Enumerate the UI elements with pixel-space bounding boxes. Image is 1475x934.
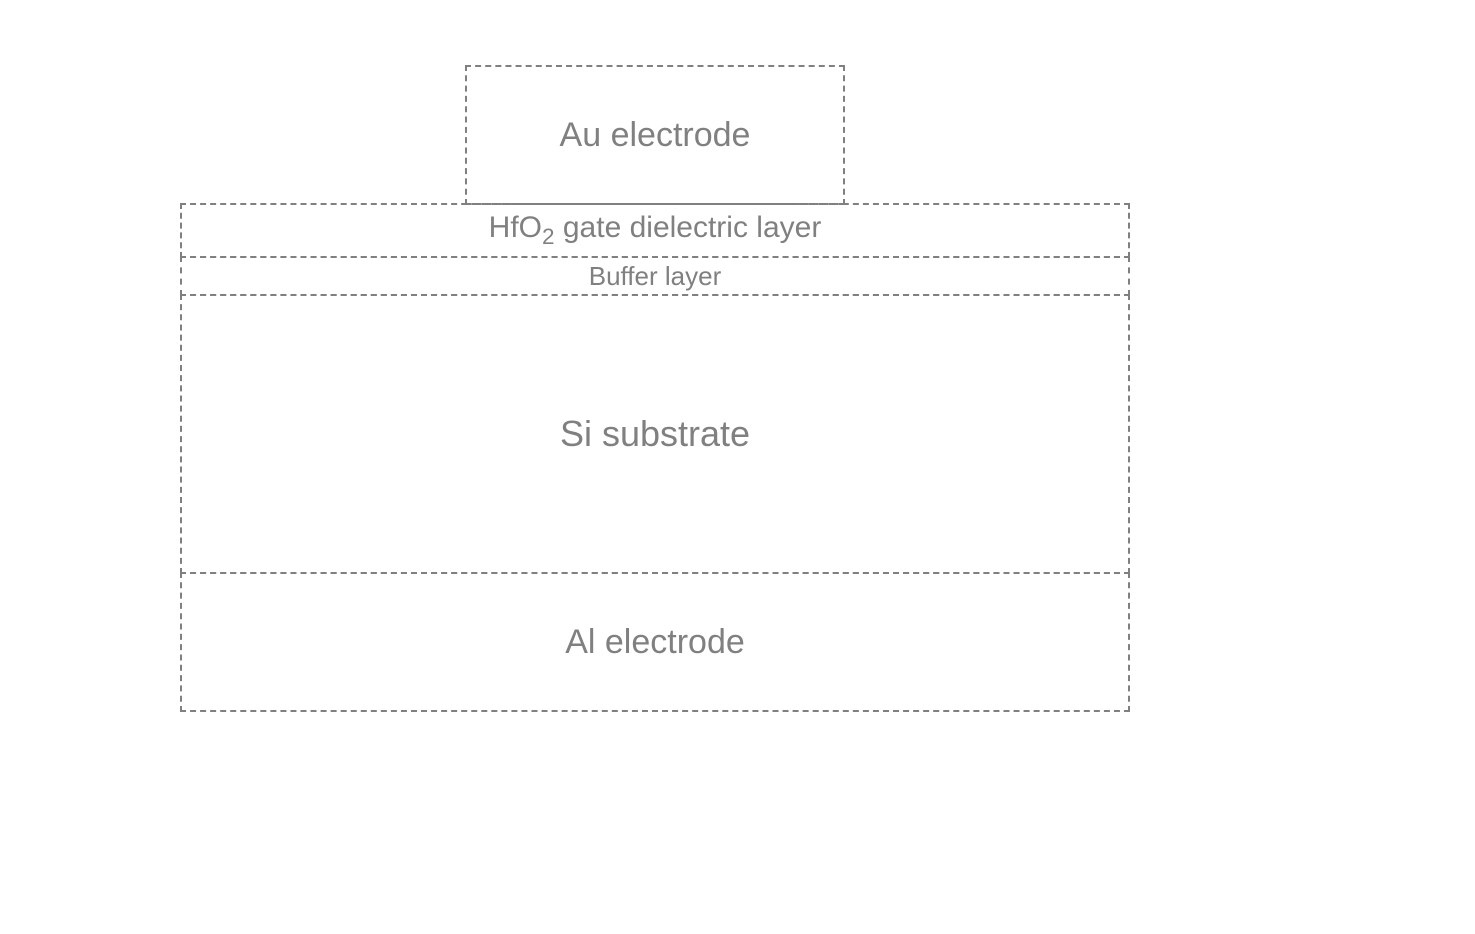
layer-label-hfo2: HfO2 gate dielectric layer — [489, 211, 822, 250]
layer-si-substrate: Si substrate — [180, 294, 1130, 574]
layer-buffer: Buffer layer — [180, 256, 1130, 296]
layer-label-si: Si substrate — [560, 413, 750, 455]
layer-au-electrode: Au electrode — [465, 65, 845, 205]
layer-hfo2: HfO2 gate dielectric layer — [180, 203, 1130, 258]
layer-label-au: Au electrode — [560, 116, 751, 155]
layer-al-electrode: Al electrode — [180, 572, 1130, 712]
layer-label-buffer: Buffer layer — [589, 261, 721, 292]
layer-stack-diagram: Au electrode HfO2 gate dielectric layer … — [180, 65, 1130, 712]
layer-label-al: Al electrode — [565, 623, 745, 662]
